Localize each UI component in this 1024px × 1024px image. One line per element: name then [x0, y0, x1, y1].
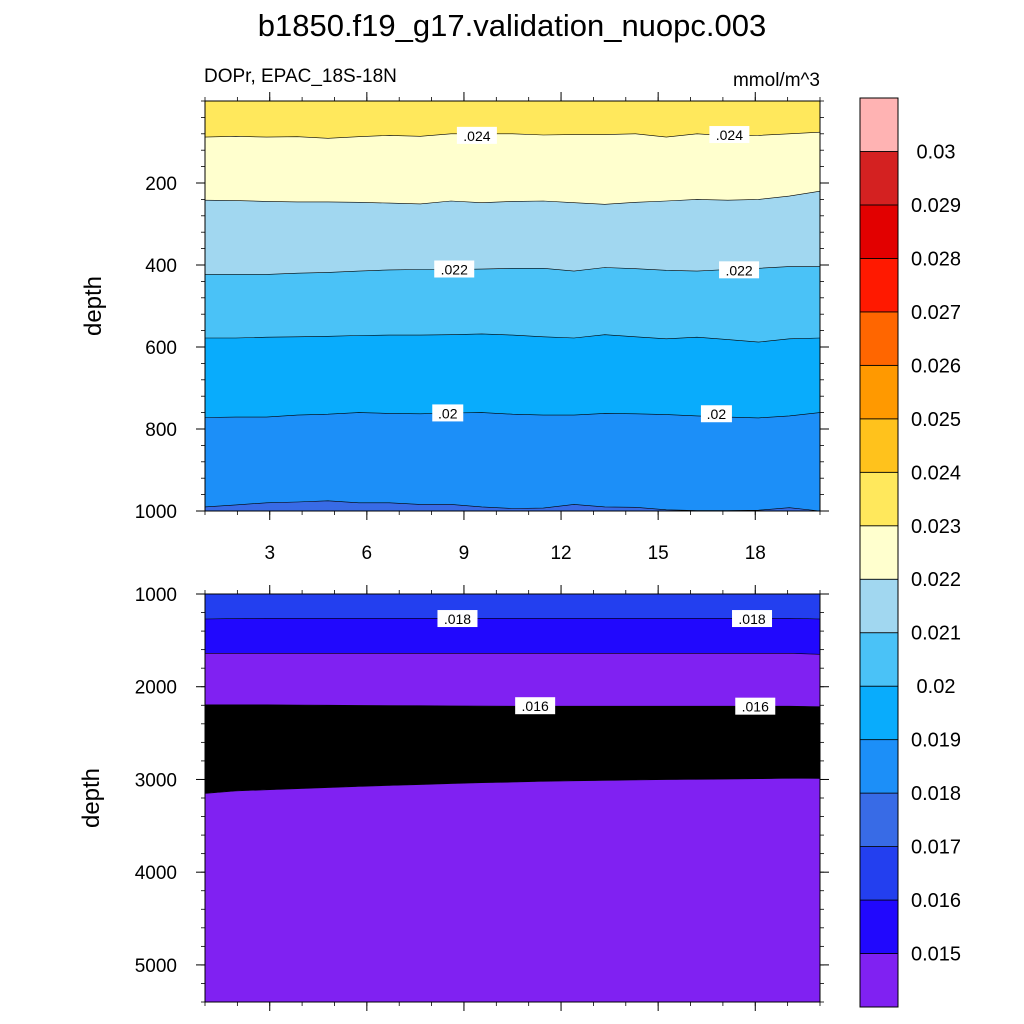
colorbar-label: 0.019 [911, 730, 961, 752]
colorbar-label: 0.03 [917, 141, 956, 163]
upper-contour-line [205, 333, 821, 343]
upper-panel: 200 400 600 800 1000 3 6 9 12 15 18 .024 .024 .022 .0… [80, 92, 829, 564]
colorbar: 0.015 0.016 0.017 0.018 0.019 0.02 0.021 0.022 0… [859, 97, 961, 1008]
lower-contour-label-bg [437, 610, 478, 628]
colorbar-frame [859, 97, 899, 1008]
colorbar-label: 0.016 [911, 890, 961, 912]
colorbar-swatch [859, 953, 899, 1008]
upper-contour-label: .02 [438, 405, 458, 421]
colorbar-swatch [859, 311, 899, 366]
x-tick-label: 9 [459, 543, 470, 564]
upper-contour-band [205, 191, 820, 275]
colorbar-swatch [859, 418, 899, 473]
lower-contour-line [204, 618, 821, 620]
colorbar-swatch [859, 258, 899, 313]
lower-contour-band [205, 653, 820, 707]
colorbar-label: 0.017 [911, 837, 961, 859]
lower-contour-band [205, 594, 820, 619]
upper-y-tick-label: 1000 [135, 502, 177, 523]
colorbar-swatch [859, 792, 899, 847]
lower-contour-label: .016 [522, 698, 549, 714]
colorbar-label: 0.023 [911, 516, 961, 538]
upper-contour-band [205, 132, 820, 205]
upper-contour-band [205, 266, 820, 343]
lower-y-tick-label: 3000 [135, 770, 177, 791]
upper-contour-line [204, 190, 821, 205]
lower-y-axis-label: depth [78, 768, 105, 828]
x-tick-label: 6 [362, 543, 373, 564]
colorbar-label: 0.015 [911, 944, 961, 966]
lower-contour-line [205, 653, 821, 655]
upper-contour-label-bg [709, 126, 750, 144]
lower-contour-label-bg [515, 697, 556, 715]
colorbar-swatch [859, 204, 899, 259]
upper-contour-label: .022 [441, 262, 468, 278]
lower-panel: 1000 2000 3000 4000 5000 .018 .018 .016 .016 de… [78, 585, 829, 1011]
colorbar-swatch [859, 97, 899, 152]
lower-contour-label: .018 [738, 611, 765, 627]
upper-contour-label: .022 [725, 262, 752, 278]
upper-contour-label: .024 [716, 127, 743, 143]
units-label: mmol/m^3 [733, 70, 820, 91]
upper-y-tick-label: 600 [145, 338, 177, 359]
colorbar-swatch [859, 739, 899, 794]
colorbar-swatch [859, 151, 899, 206]
x-tick-label: 12 [550, 543, 571, 564]
lower-contour-line [205, 704, 821, 707]
colorbar-swatch [859, 846, 899, 901]
colorbar-swatch [859, 899, 899, 954]
colorbar-swatch [859, 471, 899, 527]
upper-contour-label-bg [719, 261, 760, 279]
colorbar-swatch [859, 632, 899, 687]
colorbar-label: 0.025 [911, 409, 961, 431]
upper-contour-line [205, 266, 820, 275]
panel-subtitle: DOPr, EPAC_18S-18N [204, 66, 397, 87]
lower-contour-label-bg [735, 697, 776, 715]
lower-contour-band [205, 704, 820, 794]
upper-contour-label-bg [432, 404, 464, 422]
upper-y-tick-label: 200 [145, 174, 177, 195]
lower-contour-line [204, 777, 821, 794]
lower-contour-band [205, 778, 820, 1002]
colorbar-swatch [859, 578, 899, 634]
colorbar-label: 0.024 [911, 462, 961, 484]
lower-y-tick-label: 2000 [135, 678, 177, 699]
upper-y-tick-label: 400 [145, 256, 177, 277]
colorbar-swatch [859, 525, 899, 580]
upper-contour-label: .02 [707, 406, 727, 422]
colorbar-label: 0.027 [911, 302, 961, 324]
figure-title: b1850.f19_g17.validation_nuopc.003 [258, 8, 767, 43]
x-tick-label: 15 [648, 543, 669, 564]
lower-y-tick-label: 4000 [135, 863, 177, 884]
upper-contour-band [205, 101, 820, 139]
lower-y-tick-label: 5000 [135, 956, 177, 977]
upper-contour-label: .024 [463, 128, 490, 144]
upper-contour-band [205, 333, 820, 418]
upper-contour-label-bg [434, 260, 475, 278]
colorbar-label: 0.018 [911, 783, 961, 805]
lower-contour-band [205, 618, 820, 655]
upper-contour-band [205, 412, 820, 511]
x-tick-label: 18 [745, 543, 766, 564]
lower-contour-label: .018 [444, 611, 471, 627]
colorbar-swatch [859, 685, 899, 741]
colorbar-label: 0.021 [911, 623, 961, 645]
upper-y-tick-label: 800 [145, 420, 177, 441]
upper-contour-label-bg [700, 405, 732, 423]
lower-contour-label-bg [732, 610, 773, 628]
lower-contour-label: .016 [742, 699, 769, 715]
colorbar-label: 0.026 [911, 355, 961, 377]
upper-y-axis-label: depth [80, 276, 107, 336]
colorbar-label: 0.022 [911, 569, 961, 591]
upper-contour-label-bg [456, 126, 497, 144]
colorbar-label: 0.02 [917, 676, 956, 698]
lower-y-tick-label: 1000 [135, 585, 177, 606]
upper-contour-band [205, 500, 820, 511]
x-tick-label: 3 [264, 543, 275, 564]
colorbar-label: 0.029 [911, 195, 961, 217]
upper-plot-frame [204, 100, 821, 512]
colorbar-swatch [859, 364, 899, 420]
colorbar-label: 0.028 [911, 248, 961, 270]
